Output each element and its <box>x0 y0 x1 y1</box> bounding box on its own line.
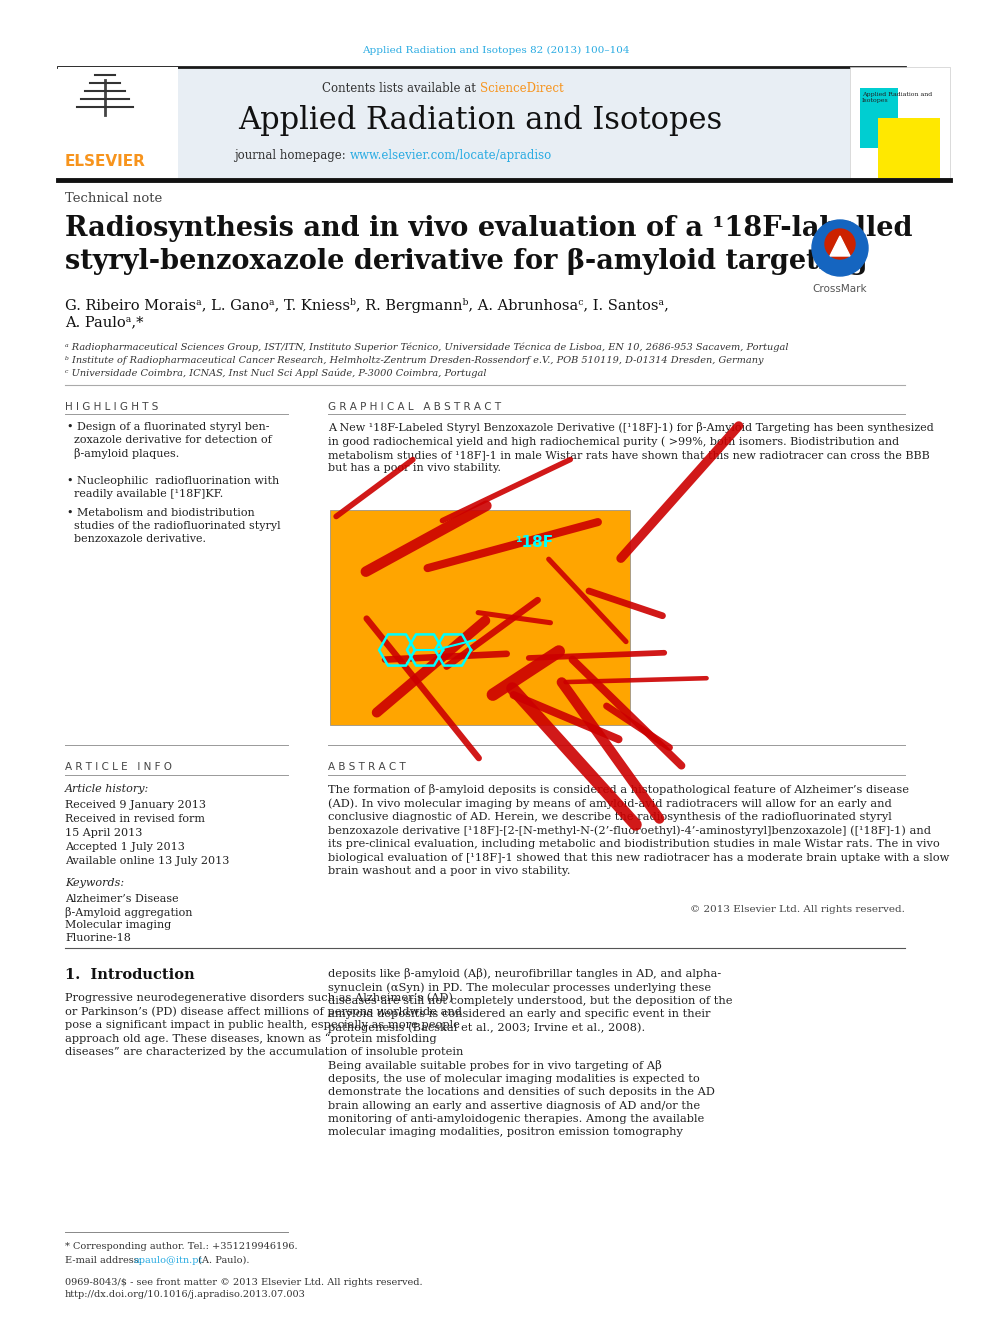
Text: Molecular imaging: Molecular imaging <box>65 919 172 930</box>
Text: Applied Radiation and Isotopes 82 (2013) 100–104: Applied Radiation and Isotopes 82 (2013)… <box>362 45 630 54</box>
Text: G R A P H I C A L   A B S T R A C T: G R A P H I C A L A B S T R A C T <box>328 402 501 411</box>
Text: (A. Paulo).: (A. Paulo). <box>195 1256 250 1265</box>
Text: A New ¹18F-Labeled Styryl Benzoxazole Derivative ([¹18F]-1) for β-Amyloid Target: A New ¹18F-Labeled Styryl Benzoxazole De… <box>328 422 933 474</box>
Text: A B S T R A C T: A B S T R A C T <box>328 762 406 773</box>
Polygon shape <box>830 235 850 255</box>
Text: Received in revised form: Received in revised form <box>65 814 205 824</box>
Text: H I G H L I G H T S: H I G H L I G H T S <box>65 402 159 411</box>
Circle shape <box>825 229 855 259</box>
Text: Available online 13 July 2013: Available online 13 July 2013 <box>65 856 229 867</box>
Text: β-Amyloid aggregation: β-Amyloid aggregation <box>65 908 192 918</box>
Bar <box>860 89 898 148</box>
Text: ᵇ Institute of Radiopharmaceutical Cancer Research, Helmholtz-Zentrum Dresden-Ro: ᵇ Institute of Radiopharmaceutical Cance… <box>65 356 764 365</box>
Text: • Design of a fluorinated styryl ben-
  zoxazole derivative for detection of
  β: • Design of a fluorinated styryl ben- zo… <box>67 422 272 459</box>
Text: Alzheimer’s Disease: Alzheimer’s Disease <box>65 894 179 904</box>
Text: CrossMark: CrossMark <box>812 284 867 294</box>
Text: www.elsevier.com/locate/apradiso: www.elsevier.com/locate/apradiso <box>350 148 553 161</box>
Text: Accepted 1 July 2013: Accepted 1 July 2013 <box>65 841 185 852</box>
Text: 1.  Introduction: 1. Introduction <box>65 968 194 982</box>
Bar <box>58 67 178 179</box>
Text: ᵃ Radiopharmaceutical Sciences Group, IST/ITN, Instituto Superior Técnico, Unive: ᵃ Radiopharmaceutical Sciences Group, IS… <box>65 343 789 352</box>
Text: 15 April 2013: 15 April 2013 <box>65 828 143 837</box>
Text: deposits like β-amyloid (Aβ), neurofibrillar tangles in AD, and alpha-
synuclein: deposits like β-amyloid (Aβ), neurofibri… <box>328 968 732 1033</box>
Text: Article history:: Article history: <box>65 785 149 794</box>
Bar <box>878 118 940 179</box>
Text: E-mail address:: E-mail address: <box>65 1256 145 1265</box>
Text: © 2013 Elsevier Ltd. All rights reserved.: © 2013 Elsevier Ltd. All rights reserved… <box>690 905 905 914</box>
Circle shape <box>812 220 868 277</box>
Text: ᶜ Universidade Coimbra, ICNAS, Inst Nucl Sci Appl Saúde, P-3000 Coimbra, Portuga: ᶜ Universidade Coimbra, ICNAS, Inst Nucl… <box>65 369 486 378</box>
Text: 0969-8043/$ - see front matter © 2013 Elsevier Ltd. All rights reserved.: 0969-8043/$ - see front matter © 2013 El… <box>65 1278 423 1287</box>
Text: ¹18F: ¹18F <box>515 534 554 550</box>
Text: The formation of β-amyloid deposits is considered a histopathological feature of: The formation of β-amyloid deposits is c… <box>328 785 949 876</box>
Text: • Nucleophilic  radiofluorination with
  readily available [¹18F]KF.: • Nucleophilic radiofluorination with re… <box>67 476 280 499</box>
Text: Being available suitable probes for in vivo targeting of Aβ
deposits, the use of: Being available suitable probes for in v… <box>328 1060 715 1136</box>
Bar <box>330 509 630 725</box>
Text: apaulo@itn.pt: apaulo@itn.pt <box>133 1256 202 1265</box>
Text: Keywords:: Keywords: <box>65 878 124 888</box>
Text: Progressive neurodegenerative disorders such as Alzheimer’s (AD)
or Parkinson’s : Progressive neurodegenerative disorders … <box>65 992 463 1057</box>
Text: Radiosynthesis and in vivo evaluation of a ¹18F-labelled
styryl-benzoxazole deri: Radiosynthesis and in vivo evaluation of… <box>65 216 913 275</box>
Text: Fluorine-18: Fluorine-18 <box>65 933 131 943</box>
Text: Technical note: Technical note <box>65 192 163 205</box>
Text: ScienceDirect: ScienceDirect <box>480 82 563 94</box>
Bar <box>58 67 850 179</box>
Text: Applied Radiation and Isotopes: Applied Radiation and Isotopes <box>238 105 722 135</box>
Text: • Metabolism and biodistribution
  studies of the radiofluorinated styryl
  benz: • Metabolism and biodistribution studies… <box>67 508 281 544</box>
Text: A R T I C L E   I N F O: A R T I C L E I N F O <box>65 762 172 773</box>
Bar <box>850 67 950 179</box>
Text: Applied Radiation and
Isotopes: Applied Radiation and Isotopes <box>862 93 932 103</box>
Text: * Corresponding author. Tel.: +351219946196.: * Corresponding author. Tel.: +351219946… <box>65 1242 298 1252</box>
Text: ELSEVIER: ELSEVIER <box>64 155 146 169</box>
Text: journal homepage:: journal homepage: <box>234 148 350 161</box>
Text: A. Pauloᵃ,*: A. Pauloᵃ,* <box>65 315 144 329</box>
Text: G. Ribeiro Moraisᵃ, L. Ganoᵃ, T. Kniessᵇ, R. Bergmannᵇ, A. Abrunhosaᶜ, I. Santos: G. Ribeiro Moraisᵃ, L. Ganoᵃ, T. Kniessᵇ… <box>65 298 669 314</box>
Text: Received 9 January 2013: Received 9 January 2013 <box>65 800 206 810</box>
Text: http://dx.doi.org/10.1016/j.apradiso.2013.07.003: http://dx.doi.org/10.1016/j.apradiso.201… <box>65 1290 306 1299</box>
Text: Contents lists available at: Contents lists available at <box>322 82 480 94</box>
